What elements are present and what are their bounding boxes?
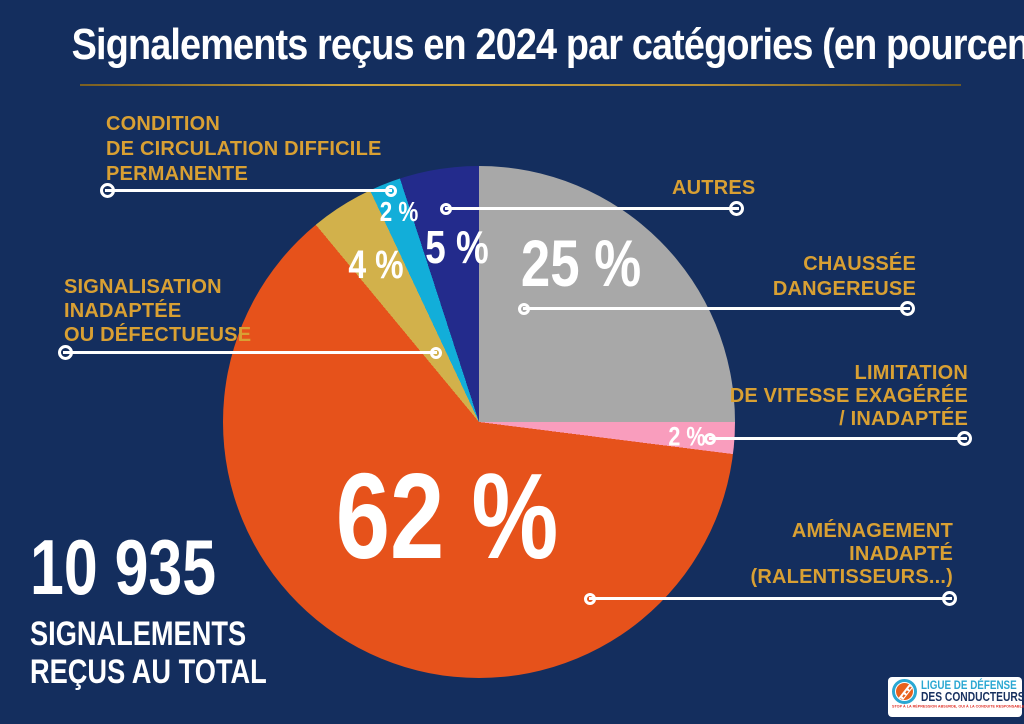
pct-label-limitation: 2 % [668,421,706,452]
callout-amenagement-line: (RALENTISSEURS...) [750,566,953,588]
connector-line [445,207,739,210]
connector-line [63,351,437,354]
callout-limitation-line: DE VITESSE EXAGÉRÉE [729,385,968,407]
connector-endpoint-icon [942,591,957,606]
connector-amenagement [584,591,957,606]
callout-condition-line: CONDITION [106,113,221,135]
callout-amenagement-line: INADAPTÉ [849,543,953,565]
logo-name-line1: LIGUE DE DÉFENSE [921,678,1017,693]
title-underline [80,84,961,86]
callout-condition-line: DE CIRCULATION DIFFICILE [106,138,382,160]
page-title: Signalements reçus en 2024 par catégorie… [71,20,1024,69]
total-block: 10 935 SIGNALEMENTS REÇUS AU TOTAL [30,528,326,691]
connector-line [523,307,910,310]
callout-chaussee-line: DANGEREUSE [772,278,916,300]
connector-endpoint-icon [704,432,716,445]
pie-chart [223,166,735,678]
callout-condition: CONDITION DE CIRCULATION DIFFICILE PERMA… [106,112,382,187]
connector-condition [100,183,397,198]
connector-line [709,437,967,440]
callout-amenagement: AMÉNAGEMENT INADAPTÉ (RALENTISSEURS...) [751,520,954,589]
connector-endpoint-icon [385,184,397,197]
callout-limitation: LIMITATION DE VITESSE EXAGÉRÉE / INADAPT… [730,362,968,431]
callout-signalisation-line: OU DÉFECTUEUSE [64,324,252,346]
total-label-line1: SIGNALEMENTS [30,615,247,653]
connector-endpoint-icon [58,345,73,360]
callout-chaussee: CHAUSSÉE DANGEREUSE [773,252,916,302]
pct-label-signalisation: 4 % [348,243,404,287]
callout-signalisation-line: SIGNALISATION [64,276,222,298]
organization-logo: LIGUE DE DÉFENSE DES CONDUCTEURS STOP À … [888,677,1024,717]
callout-signalisation-line: INADAPTÉE [64,300,182,322]
connector-signalisation [58,345,442,360]
callout-chaussee-line: CHAUSSÉE [803,253,916,275]
connector-endpoint-icon [584,592,596,605]
connector-endpoint-icon [518,302,530,315]
callout-amenagement-line: AMÉNAGEMENT [791,520,953,542]
connector-limitation [704,431,972,446]
connector-endpoint-icon [100,183,115,198]
total-number: 10 935 [30,523,217,611]
total-label-line2: REÇUS AU TOTAL [30,653,267,691]
pct-label-condition: 2 % [379,196,419,227]
logo-name-line2: DES CONDUCTEURS [921,690,1024,705]
connector-line [105,189,392,192]
connector-autres [440,201,744,216]
connector-endpoint-icon [729,201,744,216]
connector-chaussee [518,301,915,316]
connector-endpoint-icon [900,301,915,316]
pct-label-amenagement: 62 % [335,448,559,584]
callout-limitation-line: LIMITATION [854,362,968,384]
callout-limitation-line: / INADAPTÉE [839,408,968,430]
callout-signalisation: SIGNALISATION INADAPTÉE OU DÉFECTUEUSE [64,275,251,347]
connector-line [589,597,952,600]
connector-endpoint-icon [440,202,452,215]
callout-condition-line: PERMANENTE [106,163,249,185]
callout-autres-line: AUTRES [672,177,756,199]
connector-endpoint-icon [957,431,972,446]
road-circle-icon [892,679,917,704]
pct-label-chaussee: 25 % [520,226,642,300]
callout-autres: AUTRES [672,176,755,201]
connector-endpoint-icon [430,346,442,359]
pct-label-autres: 5 % [425,221,489,273]
logo-tagline: STOP À LA RÉPRESSION ABSURDE, OUI À LA C… [892,705,1024,709]
